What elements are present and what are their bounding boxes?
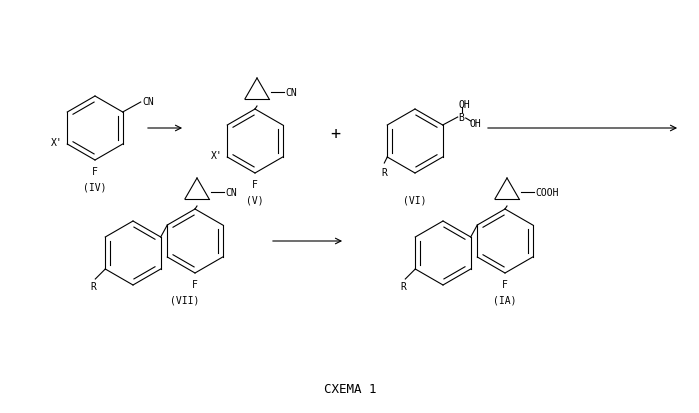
Text: CN: CN [285,88,297,98]
Text: CN: CN [225,188,237,197]
Text: R: R [401,281,406,291]
Text: (VII): (VII) [171,295,200,305]
Text: (VI): (VI) [403,195,427,206]
Text: F: F [502,279,508,289]
Text: OH: OH [459,100,470,110]
Text: F: F [192,279,198,289]
Text: CXEMA 1: CXEMA 1 [324,382,376,395]
Text: B: B [459,113,465,123]
Text: F: F [252,180,258,190]
Text: COOH: COOH [535,188,559,197]
Text: +: + [330,125,340,142]
Text: (V): (V) [246,195,264,206]
Text: (IV): (IV) [83,183,107,192]
Text: F: F [92,166,98,177]
Text: X': X' [50,138,62,147]
Text: (IA): (IA) [493,295,517,305]
Text: R: R [382,168,387,178]
Text: OH: OH [470,119,482,129]
Text: R: R [90,281,96,291]
Text: X': X' [210,151,222,161]
Text: CN: CN [143,97,154,107]
